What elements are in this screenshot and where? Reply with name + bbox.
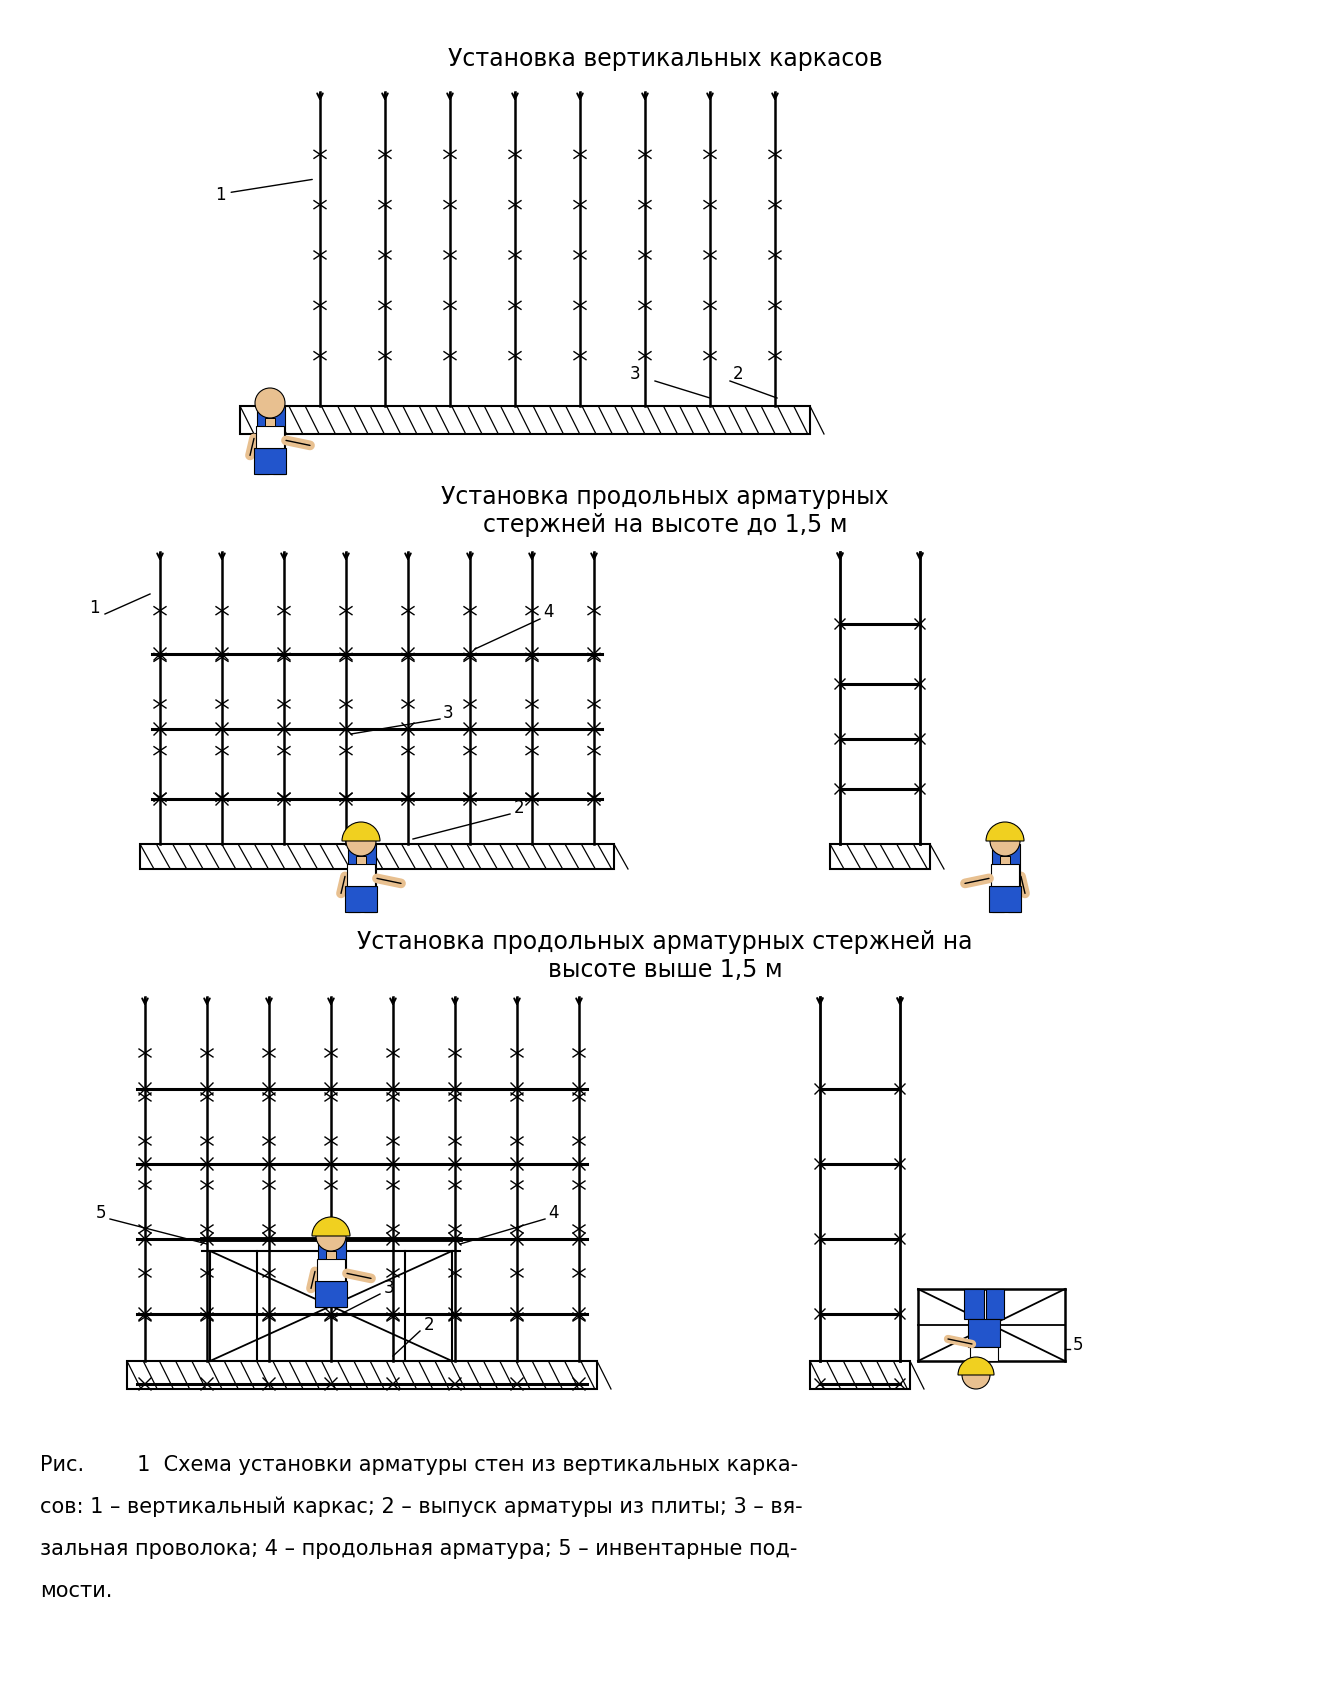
Bar	[347, 865, 375, 887]
Bar	[318, 1240, 330, 1307]
Text: 5: 5	[96, 1203, 106, 1221]
Bar	[326, 1252, 336, 1260]
Circle shape	[255, 388, 285, 419]
Bar	[254, 448, 286, 475]
Text: 4: 4	[548, 1203, 559, 1221]
Bar	[140, 844, 614, 870]
Text: Установка продольных арматурных стержней на
высоте выше 1,5 м: Установка продольных арматурных стержней…	[358, 929, 972, 981]
Bar	[990, 887, 1021, 912]
Circle shape	[317, 1221, 346, 1252]
Text: сов: 1 – вертикальный каркас; 2 – выпуск арматуры из плиты; 3 – вя-: сов: 1 – вертикальный каркас; 2 – выпуск…	[40, 1496, 802, 1517]
Bar	[968, 1319, 1000, 1348]
Bar	[348, 844, 360, 912]
Text: Установка вертикальных каркасов: Установка вертикальных каркасов	[448, 47, 882, 71]
Bar	[991, 865, 1019, 887]
Wedge shape	[342, 823, 380, 841]
Text: 1: 1	[89, 598, 100, 616]
Circle shape	[990, 826, 1020, 856]
Text: 2: 2	[424, 1316, 435, 1333]
Text: Установка продольных арматурных
стержней на высоте до 1,5 м: Установка продольных арматурных стержней…	[442, 485, 888, 537]
Bar	[1000, 856, 1009, 865]
Bar	[239, 407, 810, 434]
Text: 3: 3	[629, 365, 640, 383]
Wedge shape	[958, 1358, 994, 1375]
Text: 1: 1	[215, 181, 313, 204]
Text: мости.: мости.	[40, 1581, 112, 1599]
Bar	[1008, 844, 1020, 912]
Bar	[255, 427, 285, 448]
Bar	[257, 407, 269, 475]
Text: зальная проволока; 4 – продольная арматура; 5 – инвентарные под-: зальная проволока; 4 – продольная армату…	[40, 1539, 798, 1557]
Bar	[364, 844, 376, 912]
Bar	[992, 844, 1004, 912]
Text: 2: 2	[513, 799, 524, 816]
Bar	[315, 1280, 347, 1307]
Circle shape	[962, 1361, 990, 1388]
Text: 2: 2	[733, 365, 743, 383]
Text: 3: 3	[443, 704, 454, 721]
Bar	[317, 1260, 344, 1280]
Bar	[265, 419, 275, 427]
Bar	[344, 887, 376, 912]
Bar	[964, 1289, 984, 1319]
Text: 4: 4	[543, 603, 553, 620]
Text: 5: 5	[1073, 1336, 1084, 1353]
Wedge shape	[313, 1218, 350, 1236]
Bar	[126, 1361, 597, 1388]
Bar	[970, 1348, 998, 1361]
Wedge shape	[986, 823, 1024, 841]
Bar	[273, 407, 285, 475]
Text: 3: 3	[384, 1279, 395, 1295]
Bar	[356, 856, 366, 865]
Bar	[986, 1289, 1004, 1319]
Bar	[830, 844, 930, 870]
Bar	[334, 1240, 346, 1307]
Text: Рис.        1  Схема установки арматуры стен из вертикальных карка-: Рис. 1 Схема установки арматуры стен из …	[40, 1454, 798, 1474]
Circle shape	[346, 826, 376, 856]
Bar	[810, 1361, 910, 1388]
